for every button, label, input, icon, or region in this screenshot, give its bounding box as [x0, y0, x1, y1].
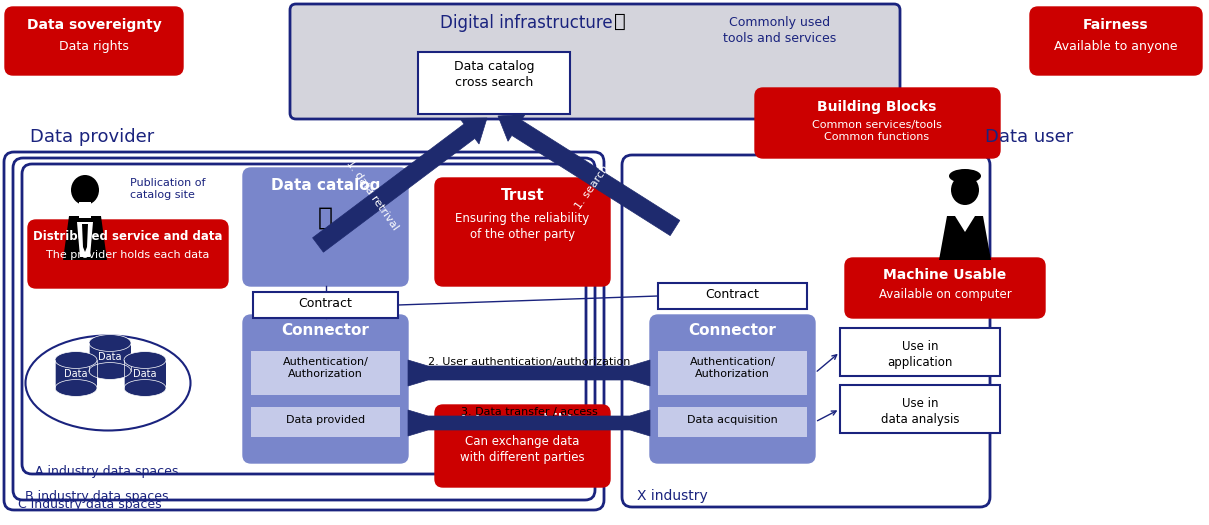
FancyBboxPatch shape — [650, 315, 815, 463]
Ellipse shape — [125, 352, 166, 369]
Bar — [125, 360, 166, 388]
Text: 📖: 📖 — [318, 206, 332, 230]
FancyBboxPatch shape — [845, 258, 1045, 318]
Text: 1. search for data: 1. search for data — [573, 124, 638, 212]
Text: Contract: Contract — [706, 288, 759, 301]
FancyBboxPatch shape — [4, 152, 604, 510]
Ellipse shape — [89, 334, 131, 351]
Text: Publication of
catalog site: Publication of catalog site — [131, 178, 206, 201]
Bar — [79, 202, 91, 218]
FancyBboxPatch shape — [28, 220, 229, 288]
Ellipse shape — [54, 352, 97, 369]
FancyBboxPatch shape — [754, 88, 1000, 158]
Bar — [251, 407, 400, 437]
Bar — [658, 351, 806, 395]
Bar — [89, 343, 131, 371]
Text: Data catalog: Data catalog — [271, 178, 380, 193]
Text: Contract: Contract — [299, 297, 353, 310]
Text: Can exchange data
with different parties: Can exchange data with different parties — [461, 435, 585, 464]
FancyBboxPatch shape — [5, 7, 183, 75]
Polygon shape — [63, 216, 108, 260]
Polygon shape — [955, 216, 974, 232]
Text: The provider holds each data: The provider holds each data — [46, 250, 209, 260]
Text: Data: Data — [98, 352, 122, 362]
Ellipse shape — [25, 335, 191, 430]
Text: Digital infrastructure: Digital infrastructure — [440, 14, 613, 32]
Ellipse shape — [71, 175, 99, 205]
Bar — [840, 328, 1000, 376]
Bar — [54, 360, 97, 388]
Polygon shape — [407, 410, 650, 436]
Text: Data rights: Data rights — [59, 40, 129, 53]
FancyBboxPatch shape — [435, 405, 611, 487]
Bar — [251, 351, 400, 395]
Text: Data acquisition: Data acquisition — [687, 415, 777, 425]
Ellipse shape — [951, 175, 979, 205]
Bar — [658, 283, 806, 309]
FancyBboxPatch shape — [621, 155, 990, 507]
Text: C industry data spaces: C industry data spaces — [18, 498, 162, 511]
Ellipse shape — [949, 169, 980, 183]
Text: Building Blocks: Building Blocks — [817, 100, 937, 114]
Text: Machine Usable: Machine Usable — [884, 268, 1007, 282]
Bar — [253, 292, 398, 318]
FancyBboxPatch shape — [243, 168, 407, 286]
Text: Data provided: Data provided — [287, 415, 365, 425]
Text: X industry: X industry — [637, 489, 707, 503]
FancyBboxPatch shape — [13, 158, 595, 500]
Text: Distributed service and data: Distributed service and data — [34, 230, 222, 243]
FancyBboxPatch shape — [1030, 7, 1202, 75]
Text: 3. Data transfer / access: 3. Data transfer / access — [461, 407, 597, 417]
Polygon shape — [313, 118, 487, 252]
Polygon shape — [407, 360, 650, 386]
Polygon shape — [498, 114, 679, 236]
FancyBboxPatch shape — [22, 164, 586, 474]
Text: Connector: Connector — [689, 323, 776, 338]
Bar — [840, 385, 1000, 433]
Text: Data catalog
cross search: Data catalog cross search — [453, 60, 534, 89]
Text: Use in
application: Use in application — [887, 340, 953, 369]
Text: 1. data retrival: 1. data retrival — [345, 158, 400, 232]
Text: Use in
data analysis: Use in data analysis — [880, 397, 959, 426]
Text: Available on computer: Available on computer — [879, 288, 1012, 301]
Polygon shape — [77, 222, 93, 257]
Text: Commonly used
tools and services: Commonly used tools and services — [723, 16, 837, 45]
Text: Authentication/
Authorization: Authentication/ Authorization — [689, 357, 775, 380]
Polygon shape — [82, 224, 88, 252]
Bar — [658, 407, 806, 437]
Text: Authentication/
Authorization: Authentication/ Authorization — [283, 357, 369, 380]
Text: Data sovereignty: Data sovereignty — [27, 18, 161, 32]
Ellipse shape — [89, 363, 131, 380]
Text: Trust: Trust — [501, 188, 544, 203]
Text: 2. User authentication/authorization: 2. User authentication/authorization — [428, 357, 630, 367]
Text: Data: Data — [64, 369, 88, 379]
Ellipse shape — [125, 380, 166, 396]
Text: Ensuring the reliability
of the other party: Ensuring the reliability of the other pa… — [456, 212, 590, 241]
Ellipse shape — [54, 380, 97, 396]
Text: Fairness: Fairness — [1083, 18, 1149, 32]
Text: Available to anyone: Available to anyone — [1054, 40, 1178, 53]
FancyBboxPatch shape — [290, 4, 899, 119]
Text: B industry data spaces: B industry data spaces — [25, 490, 168, 503]
Text: Connector: Connector — [282, 323, 370, 338]
Text: Data: Data — [133, 369, 157, 379]
Text: Common services/tools
Common functions: Common services/tools Common functions — [812, 120, 942, 142]
FancyBboxPatch shape — [435, 178, 611, 286]
Polygon shape — [939, 216, 991, 260]
Text: Data user: Data user — [985, 128, 1074, 146]
Text: Interoperability: Interoperability — [461, 413, 584, 427]
Bar — [418, 52, 569, 114]
Text: Data provider: Data provider — [30, 128, 155, 146]
Text: A industry data spaces: A industry data spaces — [35, 465, 179, 478]
Text: 📖: 📖 — [614, 12, 626, 31]
FancyBboxPatch shape — [243, 315, 407, 463]
